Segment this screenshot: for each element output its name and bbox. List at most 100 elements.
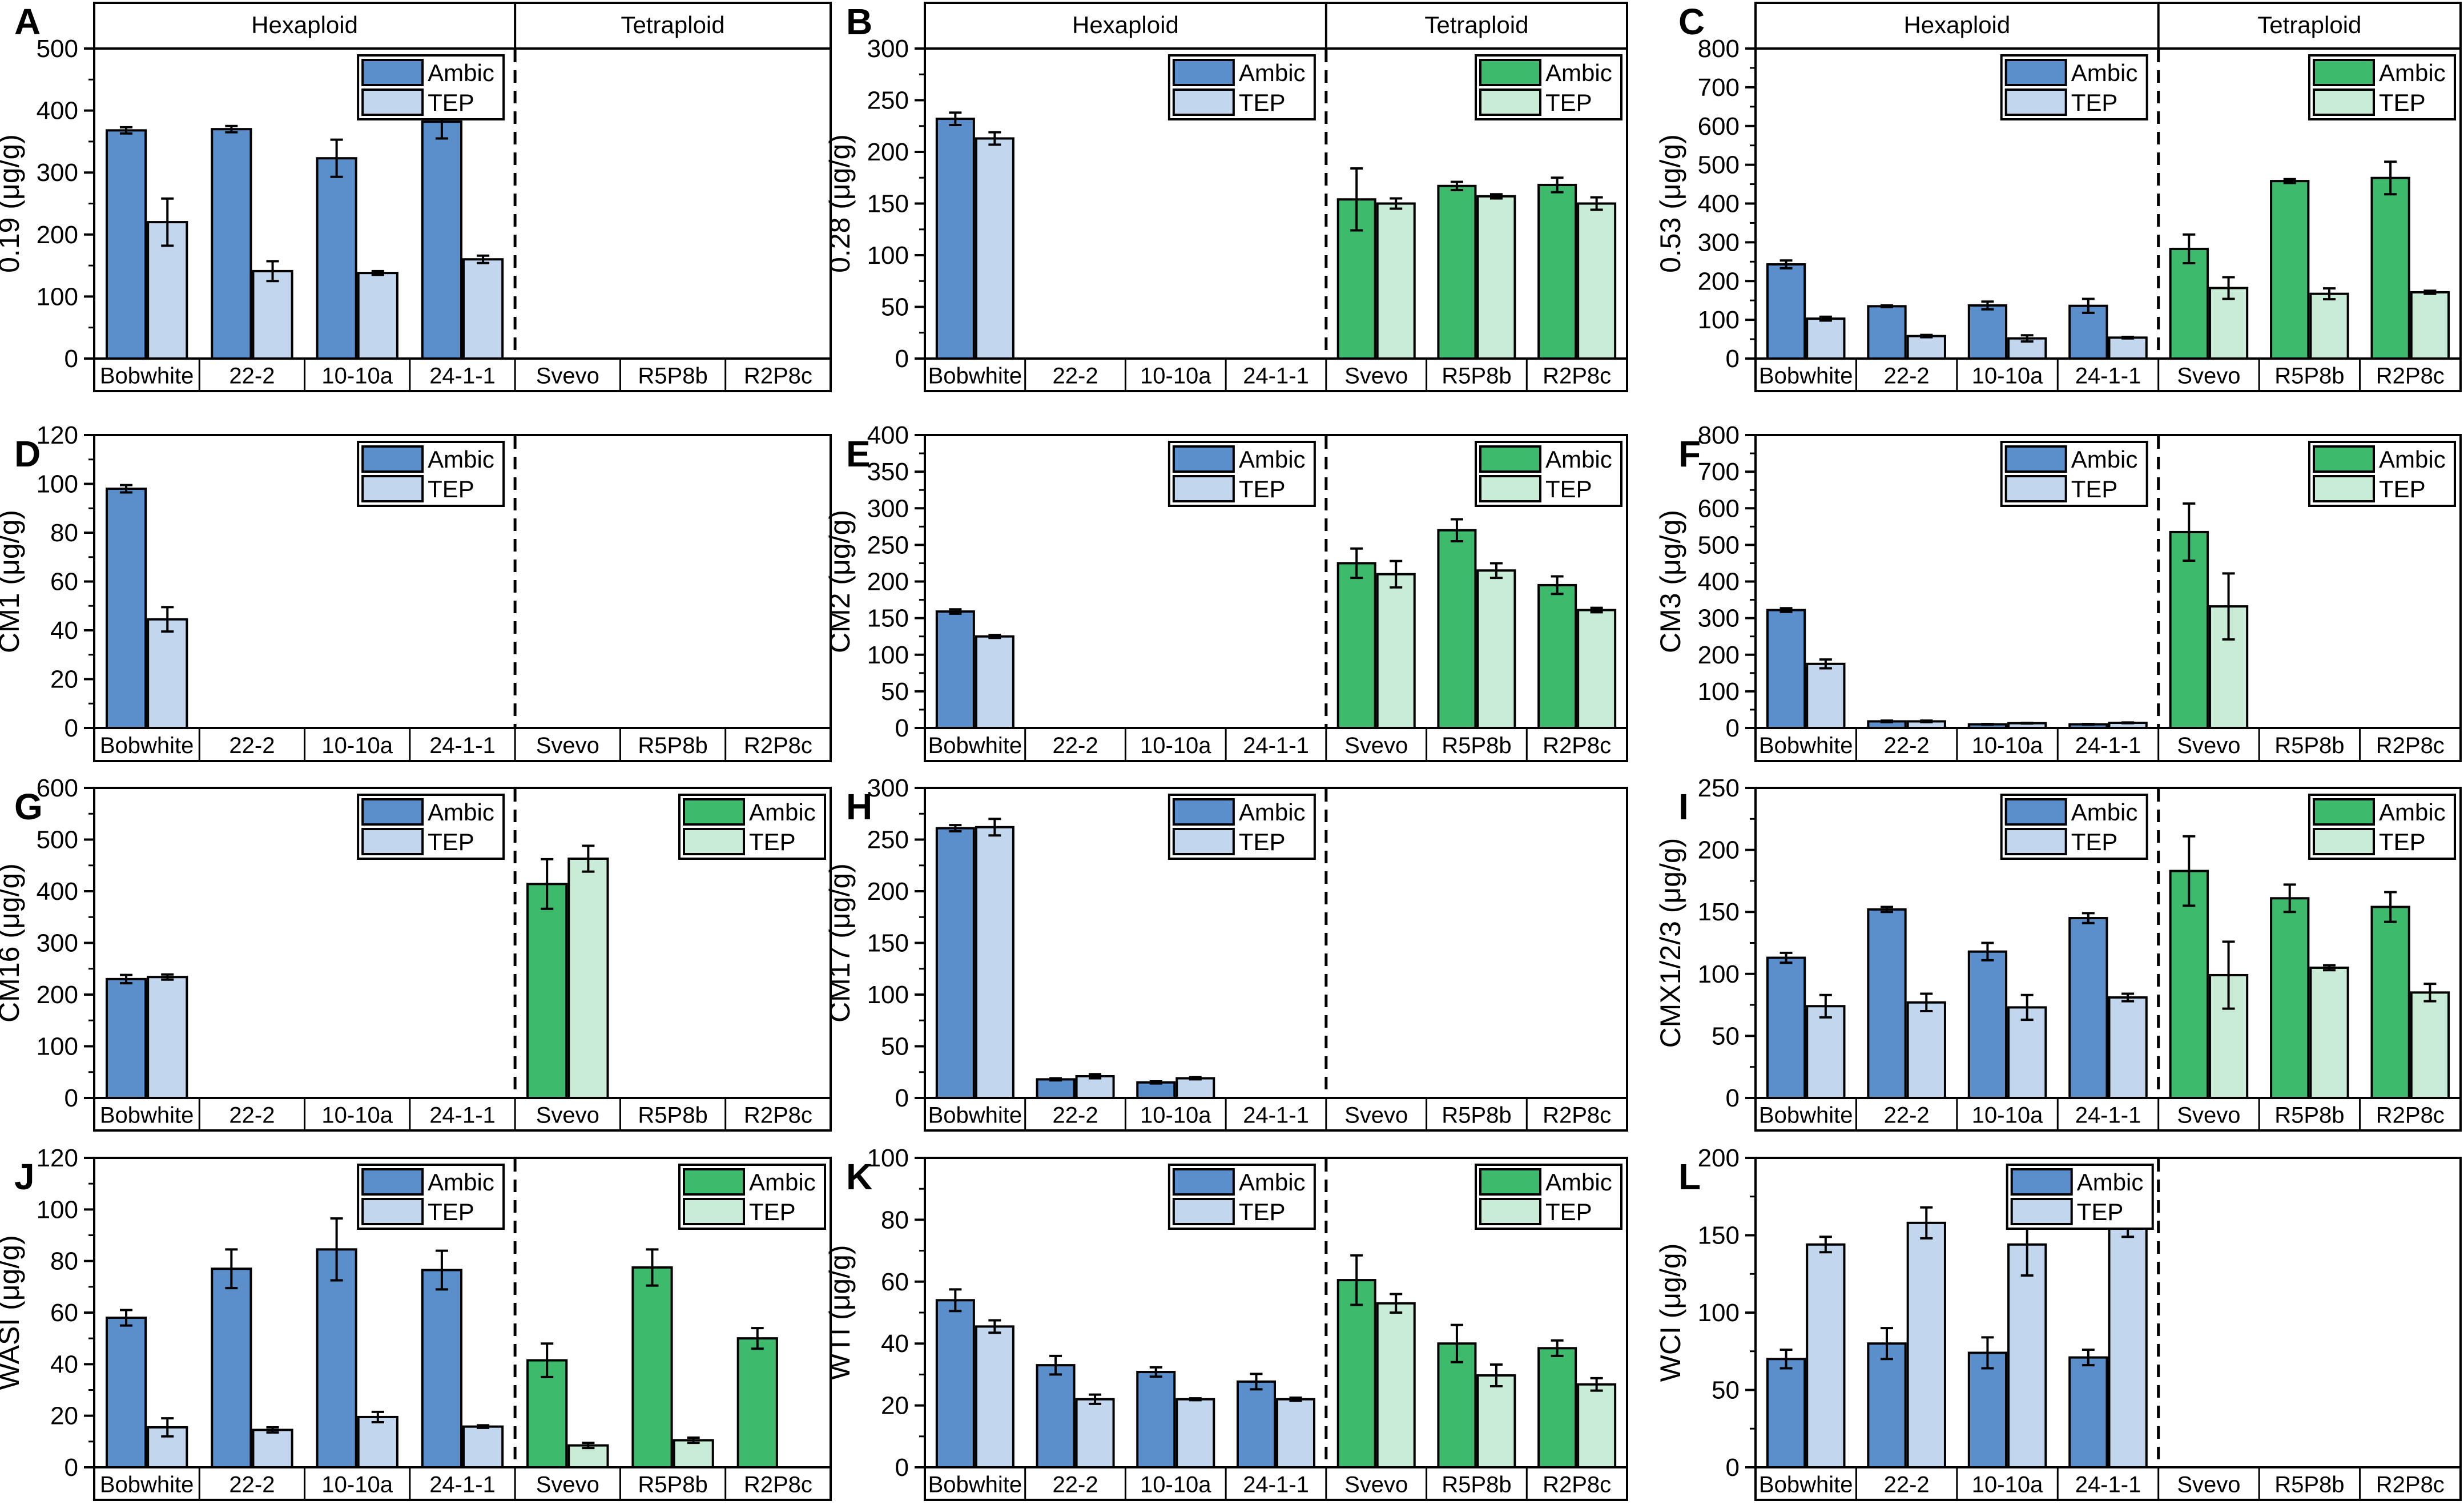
- x-tick-label: Svevo: [1344, 364, 1408, 389]
- y-tick-label: 80: [881, 1206, 909, 1234]
- bar-ambic: [1537, 183, 1577, 360]
- x-tick-label: 10-10a: [1972, 733, 2043, 758]
- bar-tep: [1175, 1398, 1215, 1469]
- bar-ambic: [1236, 1380, 1276, 1468]
- x-tick-label: 22-2: [1053, 1103, 1098, 1128]
- legend-swatch-ambic: [2004, 59, 2067, 86]
- x-tick-label: 10-10a: [1140, 733, 1211, 758]
- bar-ambic: [2370, 176, 2410, 360]
- plot-frame: [1754, 2, 2462, 392]
- y-tick-label: 60: [881, 1268, 909, 1296]
- bar-tep: [567, 857, 609, 1099]
- y-tick-label: 0: [65, 714, 78, 742]
- y-tick-label: 150: [1698, 1222, 1740, 1250]
- legend-label-tep: TEP: [428, 476, 474, 502]
- legend-label-tep: TEP: [1545, 476, 1592, 502]
- panel-letter: F: [1678, 433, 1701, 474]
- legend-box: [1167, 794, 1316, 860]
- bar-tep: [1476, 195, 1516, 360]
- plot-frame: [1754, 787, 2462, 1132]
- bar-tep: [2410, 991, 2450, 1099]
- bar-tep: [1906, 1001, 1946, 1099]
- bar-tep: [1476, 1374, 1516, 1468]
- legend-swatch-tep: [683, 1198, 745, 1225]
- y-tick-label: 150: [867, 605, 909, 633]
- panel-A: Hexaploid Tetraploid 0 100 200 300 400 500 0.19 …: [0, 1, 832, 392]
- x-tick-label: 22-2: [1884, 1103, 1930, 1128]
- legend-swatch-tep: [2010, 1198, 2073, 1225]
- y-tick-label: 200: [37, 981, 78, 1009]
- bar-tep: [462, 258, 504, 360]
- bar-tep: [2007, 1006, 2047, 1099]
- x-tick-label: Svevo: [2177, 1103, 2240, 1128]
- y-tick-label: 300: [1698, 228, 1740, 256]
- legend-swatch-ambic: [2010, 1168, 2073, 1196]
- legend-tetraploid: Ambic TEP: [1475, 441, 1622, 507]
- panel-D: 0 20 40 60 80 100 120 CM1 (μg/g) D Bobwhite 22-2 10…: [0, 421, 832, 762]
- bar-ambic: [2068, 917, 2108, 1100]
- bar-ambic: [1437, 184, 1477, 360]
- legend-swatch-ambic: [1479, 59, 1541, 86]
- legend-label-ambic: Ambic: [1545, 446, 1612, 473]
- legend-swatch-tep: [361, 475, 424, 502]
- bar-tep: [975, 1325, 1014, 1468]
- plot-frame: [93, 434, 832, 762]
- legend-label-ambic: Ambic: [749, 1169, 816, 1196]
- x-tick-label: 24-1-1: [2075, 364, 2141, 389]
- legend-hexaploid: Ambic TEP: [1167, 54, 1316, 120]
- x-tick-label: Svevo: [1344, 1103, 1408, 1128]
- x-tick-label: 10-10a: [1972, 1103, 2043, 1128]
- y-tick-label: 150: [867, 929, 909, 957]
- y-tick-label: 100: [37, 283, 78, 311]
- y-tick-label: 20: [50, 666, 78, 694]
- legend-label-tep: TEP: [1239, 89, 1286, 116]
- y-tick-label: 500: [37, 826, 78, 854]
- legend-swatch-ambic: [1172, 445, 1235, 473]
- bar-ambic: [1967, 304, 2008, 360]
- y-tick-label: 0: [1726, 714, 1740, 742]
- bar-ambic: [1967, 950, 2008, 1099]
- y-tick-label: 100: [867, 981, 909, 1009]
- plot-frame: [924, 2, 1628, 392]
- bar-ambic: [211, 1267, 252, 1468]
- x-tick-label: 22-2: [1884, 364, 1930, 389]
- legend-label-tep: TEP: [2071, 476, 2118, 502]
- y-axis-label: 0.53 (μg/g): [1654, 134, 1686, 273]
- x-tick-label: 22-2: [229, 364, 275, 389]
- x-tick-label: 24-1-1: [1243, 1472, 1309, 1498]
- panel-E: 0 50 100 150 200 250 300 350 400 CM2 (μg/g) E Bobwh…: [824, 421, 1628, 762]
- bar-ambic: [1867, 305, 1907, 360]
- legend-label-tep: TEP: [428, 89, 474, 116]
- panel-letter: K: [846, 1156, 872, 1197]
- bar-tep: [357, 272, 398, 360]
- y-tick-label: 50: [881, 1033, 909, 1061]
- x-tick-label: Bobwhite: [100, 1103, 194, 1128]
- bar-tep: [1577, 1383, 1617, 1468]
- bar-tep: [1806, 662, 1846, 729]
- plot-frame: [924, 434, 1628, 762]
- y-axis-label: WCI (μg/g): [1654, 1244, 1686, 1382]
- header-tetraploid: Tetraploid: [1424, 11, 1528, 38]
- y-tick-label: 500: [37, 35, 78, 63]
- y-tick-label: 100: [37, 470, 78, 498]
- bar-ambic: [1336, 1279, 1376, 1469]
- legend-label-ambic: Ambic: [1239, 59, 1306, 86]
- bar-tep: [252, 1428, 293, 1468]
- bar-ambic: [935, 1299, 975, 1469]
- y-tick-label: 600: [1698, 494, 1740, 522]
- legend-label-ambic: Ambic: [428, 59, 494, 86]
- y-tick-label: 120: [37, 1144, 78, 1172]
- x-tick-label: Svevo: [536, 364, 599, 389]
- y-tick-label: 200: [1698, 267, 1740, 295]
- y-tick-label: 250: [867, 87, 909, 115]
- bar-ambic: [1437, 1342, 1477, 1468]
- y-tick-label: 200: [37, 221, 78, 249]
- bar-tep: [2007, 1243, 2047, 1468]
- x-tick-label: 22-2: [1053, 364, 1098, 389]
- legend-label-tep: TEP: [1545, 1198, 1592, 1225]
- bar-tep: [975, 826, 1014, 1100]
